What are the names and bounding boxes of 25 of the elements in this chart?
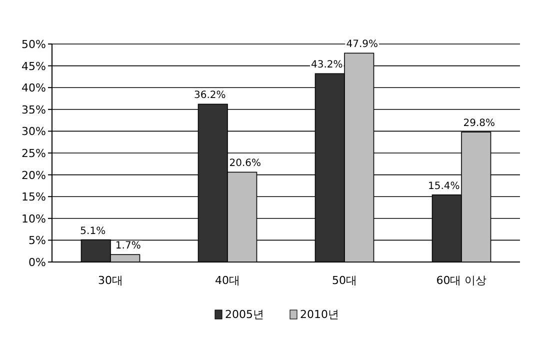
- y-tick-label: 30%: [22, 125, 46, 138]
- data-label: 20.6%: [229, 158, 262, 170]
- data-label: 5.1%: [80, 226, 106, 237]
- y-tick-label: 15%: [22, 190, 46, 204]
- y-tick-label: 25%: [22, 147, 46, 160]
- legend-label: 2005년: [225, 308, 264, 321]
- x-tick-label: 40대: [215, 274, 240, 287]
- y-tick-label: 0%: [28, 256, 46, 269]
- x-tick-label: 50대: [332, 274, 357, 287]
- y-tick-label: 10%: [22, 212, 46, 226]
- data-label: 1.7%: [115, 240, 141, 252]
- x-tick-label: 60대 이상: [436, 274, 487, 287]
- data-label: 36.2%: [194, 90, 226, 102]
- data-label: 43.2%: [310, 60, 343, 71]
- y-tick-label: 5%: [28, 234, 46, 248]
- y-tick-label: 40%: [22, 82, 46, 95]
- data-label: 47.9%: [346, 39, 378, 50]
- data-label: 15.4%: [428, 180, 460, 192]
- x-tick-label: 30대: [98, 274, 123, 287]
- y-tick-label: 45%: [22, 60, 46, 73]
- y-tick-label: 50%: [22, 38, 46, 51]
- data-label: 29.8%: [463, 118, 496, 130]
- legend-label: 2010년: [300, 308, 339, 321]
- y-tick-label: 35%: [22, 103, 46, 116]
- y-tick-label: 20%: [22, 168, 46, 182]
